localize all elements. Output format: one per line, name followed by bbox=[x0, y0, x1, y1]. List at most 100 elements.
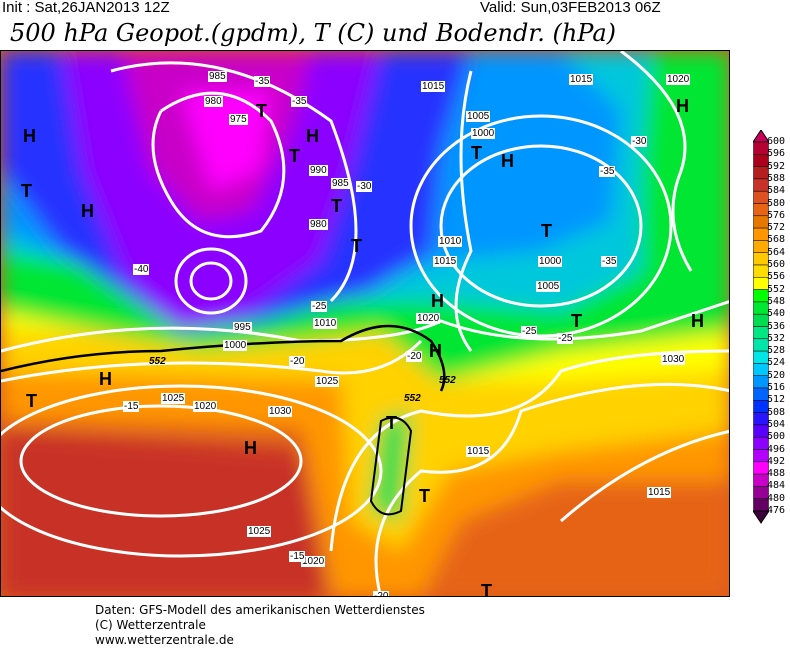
colorbar-label: 596 bbox=[767, 148, 786, 160]
temperature-label: -35 bbox=[254, 76, 271, 87]
pressure-center-label: T bbox=[471, 143, 482, 163]
colorbar-label: 476 bbox=[767, 505, 786, 516]
isobar-label: 1015 bbox=[421, 81, 446, 92]
colorbar-label: 600 bbox=[767, 136, 786, 147]
isohypse-552 bbox=[1, 324, 446, 392]
isobar-label: 1030 bbox=[268, 406, 293, 417]
geopotential-field bbox=[1, 51, 729, 596]
isobar-label: 1010 bbox=[313, 318, 338, 329]
footer-copyright: (C) Wetterzentrale bbox=[95, 618, 206, 632]
pressure-center-label: H bbox=[429, 341, 442, 361]
isobar-label: 1000 bbox=[471, 128, 496, 139]
weather-map: H H H H H H H H H H T T T T T T T T T T T T 985 980 975 990 985 980… bbox=[0, 50, 730, 597]
colorbar-label: 564 bbox=[767, 246, 786, 258]
pressure-center-label: H bbox=[676, 96, 689, 116]
temperature-label: -30 bbox=[356, 181, 373, 192]
isobar-label: 1015 bbox=[647, 487, 672, 498]
isobar-label: 1015 bbox=[433, 256, 458, 267]
valid-time: Valid: Sun,03FEB2013 06Z bbox=[480, 0, 661, 16]
colorbar-label: 584 bbox=[767, 185, 786, 197]
pressure-center-label: H bbox=[81, 201, 94, 221]
colorbar-label: 504 bbox=[767, 418, 786, 430]
colorbar-label: 576 bbox=[767, 209, 786, 221]
isobars bbox=[1, 51, 729, 596]
init-time: Init : Sat,26JAN2013 12Z bbox=[2, 0, 170, 16]
isobar-label: 1020 bbox=[301, 556, 326, 567]
colorbar-label: 552 bbox=[767, 283, 786, 295]
isobar-label: 1015 bbox=[466, 446, 491, 457]
temperature-label: -15 bbox=[123, 401, 140, 412]
colorbar-label: 524 bbox=[767, 357, 786, 369]
colorbar-label: 528 bbox=[767, 345, 786, 357]
pressure-center-label: T bbox=[351, 236, 362, 256]
isohypse-label: 552 bbox=[404, 393, 421, 404]
temperature-label: -20 bbox=[406, 351, 423, 362]
isobar-label: 1030 bbox=[661, 354, 686, 365]
pressure-center-label: H bbox=[691, 311, 704, 331]
colorbar-label: 572 bbox=[767, 222, 786, 234]
footer-url: www.wetterzentrale.de bbox=[95, 633, 234, 647]
pressure-center-label: T bbox=[541, 221, 552, 241]
isobar-label: 1005 bbox=[466, 111, 491, 122]
colorbar-label: 516 bbox=[767, 382, 786, 393]
colorbar-label: 480 bbox=[767, 492, 786, 504]
pressure-center-label: T bbox=[419, 486, 430, 506]
isobar-label: 995 bbox=[233, 322, 252, 333]
colorbar-label: 580 bbox=[767, 197, 786, 209]
pressure-center-label: H bbox=[431, 291, 444, 311]
temperature-label: -35 bbox=[291, 96, 308, 107]
pressure-center-label: T bbox=[386, 413, 397, 433]
pressure-center-label: T bbox=[331, 196, 342, 216]
colorbar-label: 492 bbox=[767, 455, 786, 467]
map-title: 500 hPa Geopot.(gpdm), T (C) und Bodendr… bbox=[10, 19, 617, 47]
isobar-label: 1025 bbox=[315, 376, 340, 387]
colorbar-label: 588 bbox=[767, 172, 786, 184]
isobar-label: 1000 bbox=[223, 340, 248, 351]
colorbar-label: 532 bbox=[767, 332, 786, 344]
colorbar-label: 568 bbox=[767, 234, 786, 246]
isobar-label: 980 bbox=[204, 96, 223, 107]
temperature-label: -15 bbox=[289, 551, 306, 562]
isohypse-label: 552 bbox=[149, 356, 166, 367]
isobar-label: 1020 bbox=[666, 74, 691, 85]
colorbar-label: 488 bbox=[767, 468, 786, 480]
colorbar-label: 592 bbox=[767, 160, 786, 172]
temperature-label: -30 bbox=[631, 136, 648, 147]
pressure-center-label: T bbox=[256, 101, 267, 121]
pressure-center-label: H bbox=[306, 126, 319, 146]
footer-source: Daten: GFS-Modell des amerikanischen Wet… bbox=[95, 603, 425, 617]
temperature-label: -25 bbox=[521, 326, 538, 337]
pressure-center-label: T bbox=[26, 391, 37, 411]
isobar-label: 1020 bbox=[416, 313, 441, 324]
temperature-label: -25 bbox=[557, 333, 574, 344]
isohypse-552-trough bbox=[369, 416, 413, 516]
pressure-center-label: T bbox=[481, 581, 492, 597]
colorbar bbox=[753, 130, 769, 524]
colorbar-cap-bottom bbox=[753, 510, 769, 524]
isobar-label: 980 bbox=[309, 219, 328, 230]
isobar-label: 1020 bbox=[193, 401, 218, 412]
isobar-label: 1010 bbox=[438, 236, 463, 247]
colorbar-label: 496 bbox=[767, 443, 786, 455]
temperature-label: -35 bbox=[601, 256, 618, 267]
pressure-center-label: H bbox=[501, 151, 514, 171]
pressure-center-label: H bbox=[244, 438, 257, 458]
colorbar-label: 540 bbox=[767, 308, 786, 320]
colorbar-label: 512 bbox=[767, 394, 786, 406]
temperature-label: -40 bbox=[133, 264, 150, 275]
colorbar-label: 500 bbox=[767, 431, 786, 443]
isobar-label: 975 bbox=[229, 114, 248, 125]
colorbar-label: 520 bbox=[767, 369, 786, 381]
isobar-label: 985 bbox=[208, 71, 227, 82]
temperature-label: -35 bbox=[599, 166, 616, 177]
isobar-label: 1025 bbox=[247, 526, 272, 537]
pressure-center-label: T bbox=[21, 181, 32, 201]
isobar-label: 1025 bbox=[161, 393, 186, 404]
colorbar-label: 560 bbox=[767, 259, 786, 270]
isobar-label: 1000 bbox=[538, 256, 563, 267]
isobar-label: 1005 bbox=[536, 281, 561, 292]
colorbar-label: 508 bbox=[767, 406, 786, 418]
pressure-center-label: T bbox=[289, 146, 300, 166]
temperature-label: -25 bbox=[311, 301, 328, 312]
pressure-center-label: H bbox=[99, 369, 112, 389]
